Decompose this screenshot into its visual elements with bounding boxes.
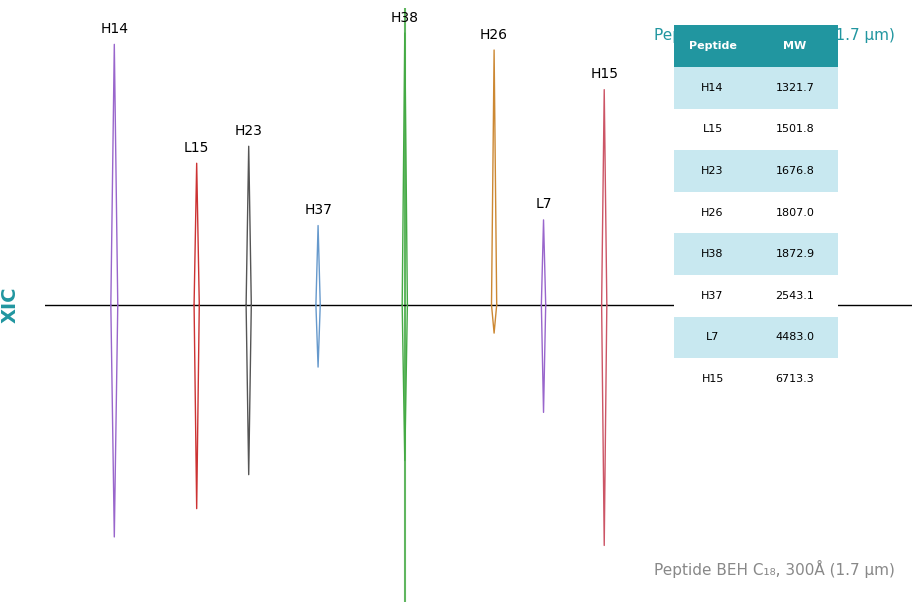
FancyBboxPatch shape <box>752 275 838 317</box>
Text: Peptide BEH C₁₈, 300Å (1.7 μm): Peptide BEH C₁₈, 300Å (1.7 μm) <box>653 560 895 579</box>
Text: H26: H26 <box>480 27 508 41</box>
FancyBboxPatch shape <box>674 317 752 358</box>
FancyBboxPatch shape <box>674 26 752 67</box>
FancyBboxPatch shape <box>752 150 838 192</box>
Text: 1501.8: 1501.8 <box>776 124 814 135</box>
Text: H23: H23 <box>234 124 263 138</box>
FancyBboxPatch shape <box>674 233 752 275</box>
FancyBboxPatch shape <box>752 26 838 67</box>
Text: L7: L7 <box>706 333 720 342</box>
Text: Peptide: Peptide <box>688 41 736 51</box>
FancyBboxPatch shape <box>674 67 752 108</box>
Text: H15: H15 <box>590 67 618 81</box>
FancyBboxPatch shape <box>752 233 838 275</box>
Text: Peptide BEH C₁₈, 130Å (1.7 μm): Peptide BEH C₁₈, 130Å (1.7 μm) <box>653 26 895 43</box>
FancyBboxPatch shape <box>674 150 752 192</box>
Text: XIC: XIC <box>1 287 19 323</box>
FancyBboxPatch shape <box>752 317 838 358</box>
FancyBboxPatch shape <box>752 192 838 233</box>
Text: H15: H15 <box>701 374 724 384</box>
Text: 1321.7: 1321.7 <box>776 83 814 93</box>
FancyBboxPatch shape <box>752 108 838 150</box>
Text: 1676.8: 1676.8 <box>776 166 814 176</box>
Text: 4483.0: 4483.0 <box>776 333 814 342</box>
FancyBboxPatch shape <box>752 358 838 400</box>
Text: H14: H14 <box>100 22 129 36</box>
Text: L7: L7 <box>535 197 551 211</box>
Text: H26: H26 <box>701 208 724 217</box>
Text: 2543.1: 2543.1 <box>776 291 814 301</box>
FancyBboxPatch shape <box>674 108 752 150</box>
Text: H38: H38 <box>391 10 419 24</box>
Text: H23: H23 <box>701 166 724 176</box>
Text: H38: H38 <box>701 249 724 259</box>
FancyBboxPatch shape <box>674 358 752 400</box>
FancyBboxPatch shape <box>674 192 752 233</box>
Text: 1807.0: 1807.0 <box>776 208 814 217</box>
Text: H37: H37 <box>701 291 724 301</box>
Text: MW: MW <box>783 41 807 51</box>
FancyBboxPatch shape <box>752 67 838 108</box>
Text: H37: H37 <box>304 203 332 217</box>
Text: L15: L15 <box>702 124 722 135</box>
Text: H14: H14 <box>701 83 724 93</box>
Text: L15: L15 <box>184 141 210 155</box>
FancyBboxPatch shape <box>674 275 752 317</box>
Text: 6713.3: 6713.3 <box>776 374 814 384</box>
Text: 1872.9: 1872.9 <box>776 249 814 259</box>
